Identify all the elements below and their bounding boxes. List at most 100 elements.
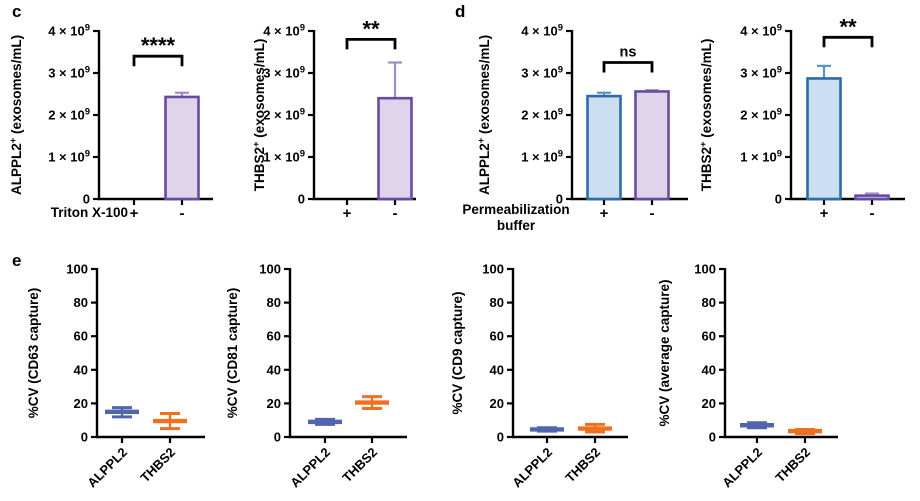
y-tick-label: 0 bbox=[709, 430, 716, 445]
y-tick-label: 80 bbox=[267, 295, 281, 310]
y-axis-label: %CV (average capture) bbox=[657, 279, 672, 426]
y-tick-label: 4 × 109 bbox=[263, 23, 305, 39]
y-tick-label: 1 × 109 bbox=[263, 149, 305, 165]
x-category-label: + bbox=[820, 205, 829, 222]
significance-label: ** bbox=[839, 14, 857, 39]
y-tick-label: 3 × 109 bbox=[521, 65, 563, 81]
significance-bracket bbox=[602, 61, 654, 73]
x-axis-prefix-label: buffer bbox=[497, 218, 536, 233]
y-tick-label: 100 bbox=[66, 262, 88, 277]
y-tick-label: 0 bbox=[81, 430, 88, 445]
y-tick-label: 20 bbox=[267, 396, 281, 411]
y-tick-label: 0 bbox=[83, 192, 90, 207]
x-category-label: THBS2 bbox=[137, 445, 178, 486]
axes bbox=[723, 268, 838, 439]
y-tick-label: 60 bbox=[490, 329, 504, 344]
y-tick-label: 40 bbox=[702, 362, 716, 377]
y-axis-label: ALPPL2+ (exosomes/mL) bbox=[476, 35, 492, 195]
y-tick-label: 0 bbox=[497, 430, 504, 445]
y-tick-label: 60 bbox=[74, 329, 88, 344]
y-tick-label: 60 bbox=[267, 329, 281, 344]
y-tick-label: 20 bbox=[490, 396, 504, 411]
x-category-label: - bbox=[393, 205, 398, 222]
panel-label-d: d bbox=[455, 2, 466, 21]
y-tick-label: 40 bbox=[490, 362, 504, 377]
x-category-label: + bbox=[600, 205, 609, 222]
y-tick-label: 4 × 109 bbox=[521, 23, 563, 39]
chart-alppl2-triton: ALPPL2+ (exosomes/mL) 0 1 × 109 2 × 109 3 × … bbox=[8, 23, 213, 222]
chart-cv-cd81: %CV (CD81 capture) 0 20 40 60 80 100 ALPPL2 THBS… bbox=[225, 262, 407, 491]
y-tick-label: 1 × 109 bbox=[48, 149, 90, 165]
panel-label-c: c bbox=[12, 2, 22, 21]
y-tick-label: 0 bbox=[274, 430, 281, 445]
x-category-label: ALPPL2 bbox=[719, 445, 765, 491]
chart-cv-cd63: %CV (CD63 capture) 0 20 40 60 80 100 ALPPL2 THBS… bbox=[26, 262, 205, 491]
x-category-label: + bbox=[130, 205, 139, 222]
bar bbox=[854, 194, 890, 201]
significance-label: ** bbox=[362, 16, 380, 41]
y-tick-label: 100 bbox=[259, 262, 281, 277]
y-axis-label: THBS2+ (exosomes/mL) bbox=[698, 39, 714, 192]
bar bbox=[377, 96, 413, 201]
y-tick-label: 2 × 109 bbox=[740, 107, 782, 123]
y-axis-label: THBS2+ (exosomes/mL) bbox=[251, 39, 267, 192]
chart-cv-cd9: %CV (CD9 capture) 0 20 40 60 80 100 ALPPL2 THBS2 bbox=[450, 262, 628, 491]
y-axis-label: %CV (CD9 capture) bbox=[450, 291, 465, 414]
bar bbox=[164, 95, 200, 201]
significance-label: **** bbox=[141, 33, 176, 58]
chart-cv-average: %CV (average capture) 0 20 40 60 80 100 ALPPL2 T… bbox=[657, 262, 838, 491]
bar bbox=[586, 94, 622, 201]
x-axis-prefix-label: Permeabilization bbox=[462, 202, 569, 217]
axes bbox=[511, 268, 628, 439]
y-tick-label: 40 bbox=[267, 362, 281, 377]
y-tick-label: 80 bbox=[74, 295, 88, 310]
y-tick-label: 3 × 109 bbox=[263, 65, 305, 81]
chart-alppl2-permeabilization: ALPPL2+ (exosomes/mL) 0 1 × 109 2 × 109 3 × … bbox=[462, 23, 688, 233]
significance-bracket bbox=[132, 54, 184, 67]
x-category-label: - bbox=[870, 205, 875, 222]
y-tick-label: 1 × 109 bbox=[740, 149, 782, 165]
y-tick-label: 0 bbox=[775, 192, 782, 207]
y-tick-label: 80 bbox=[490, 295, 504, 310]
y-tick-label: 2 × 109 bbox=[263, 107, 305, 123]
bar bbox=[634, 90, 670, 201]
x-category-label: - bbox=[650, 205, 655, 222]
y-tick-label: 3 × 109 bbox=[740, 65, 782, 81]
y-tick-label: 2 × 109 bbox=[521, 107, 563, 123]
significance-bracket bbox=[345, 38, 397, 50]
y-tick-label: 20 bbox=[74, 396, 88, 411]
x-category-label: - bbox=[180, 205, 185, 222]
chart-thbs2-permeabilization: THBS2+ (exosomes/mL) 0 1 × 109 2 × 109 3 × 1… bbox=[698, 14, 905, 222]
y-tick-label: 3 × 109 bbox=[48, 65, 90, 81]
x-axis-prefix-label: Triton X-100 bbox=[51, 205, 128, 220]
x-category-label: THBS2 bbox=[339, 445, 380, 486]
y-tick-label: 4 × 109 bbox=[48, 23, 90, 39]
chart-thbs2-triton: THBS2+ (exosomes/mL) 0 1 × 109 2 × 109 3 × 1… bbox=[251, 16, 416, 222]
y-tick-label: 60 bbox=[702, 329, 716, 344]
x-category-label: + bbox=[343, 205, 352, 222]
x-category-label: ALPPL2 bbox=[509, 445, 555, 491]
y-tick-label: 4 × 109 bbox=[740, 23, 782, 39]
significance-label: ns bbox=[620, 45, 637, 61]
y-tick-label: 100 bbox=[482, 262, 504, 277]
significance-bracket bbox=[822, 35, 874, 48]
y-tick-label: 80 bbox=[702, 295, 716, 310]
y-tick-label: 40 bbox=[74, 362, 88, 377]
y-tick-label: 20 bbox=[702, 396, 716, 411]
y-axis-label: %CV (CD63 capture) bbox=[26, 288, 41, 419]
panel-label-e: e bbox=[12, 251, 22, 270]
y-tick-label: 0 bbox=[298, 192, 305, 207]
x-category-label: ALPPL2 bbox=[287, 445, 333, 491]
axes bbox=[288, 268, 407, 439]
bar bbox=[806, 77, 842, 201]
y-tick-label: 0 bbox=[556, 192, 563, 207]
y-tick-label: 2 × 109 bbox=[48, 107, 90, 123]
x-category-label: ALPPL2 bbox=[84, 445, 130, 491]
x-category-label: THBS2 bbox=[772, 445, 813, 486]
x-category-label: THBS2 bbox=[562, 445, 603, 486]
y-tick-label: 1 × 109 bbox=[521, 149, 563, 165]
y-axis-label: %CV (CD81 capture) bbox=[225, 288, 240, 419]
y-axis-label: ALPPL2+ (exosomes/mL) bbox=[8, 35, 24, 195]
